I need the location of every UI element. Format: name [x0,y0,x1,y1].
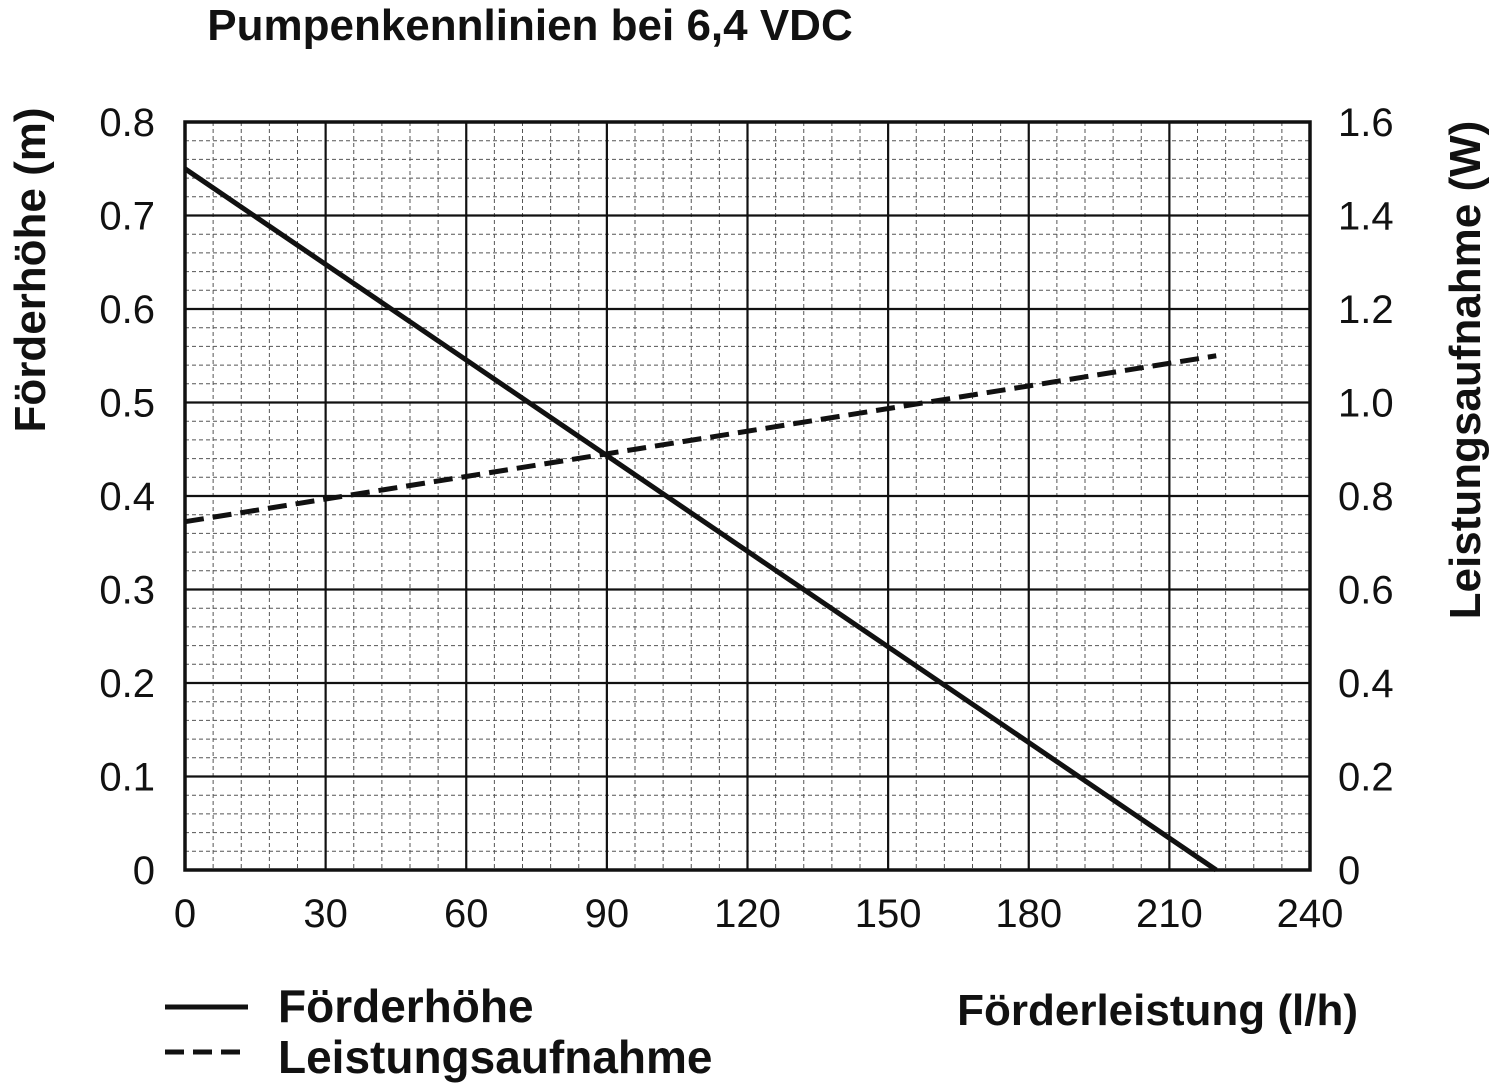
legend-label-foerderhoehe: Förderhöhe [278,980,534,1032]
right-tick-label: 1.6 [1338,101,1394,145]
series-layer [185,169,1216,870]
right-tick-label: 1.2 [1338,288,1394,332]
right-tick-label: 0.2 [1338,756,1394,800]
x-tick-label: 180 [995,892,1062,936]
x-axis-ticks: 0 30 60 90 120 150 180 210 240 [174,892,1344,936]
left-axis-label: Förderhöhe (m) [6,107,55,432]
left-tick-label: 0.1 [99,756,155,800]
right-axis-ticks: 0 0.2 0.4 0.6 0.8 1.0 1.2 1.4 1.6 [1338,101,1394,893]
left-tick-label: 0 [133,849,155,893]
left-tick-label: 0.7 [99,195,155,239]
legend: Förderhöhe Leistungsaufnahme [165,980,713,1083]
right-tick-label: 1.0 [1338,382,1394,426]
chart-title: Pumpenkennlinien bei 6,4 VDC [207,1,852,50]
x-tick-label: 0 [174,892,196,936]
right-tick-label: 1.4 [1338,195,1394,239]
series-line-foerderhoehe [185,169,1216,870]
left-axis-ticks: 0 0.1 0.2 0.3 0.4 0.5 0.6 0.7 0.8 [99,101,155,893]
right-tick-label: 0.8 [1338,475,1394,519]
legend-label-leistungsaufnahme: Leistungsaufnahme [278,1031,713,1083]
x-tick-label: 60 [444,892,489,936]
x-tick-label: 150 [855,892,922,936]
left-tick-label: 0.4 [99,475,155,519]
x-axis-label: Förderleistung (l/h) [957,986,1358,1035]
x-tick-label: 90 [585,892,630,936]
left-tick-label: 0.2 [99,662,155,706]
left-tick-label: 0.3 [99,569,155,613]
x-tick-label: 30 [303,892,348,936]
right-tick-label: 0 [1338,849,1360,893]
x-tick-label: 240 [1277,892,1344,936]
x-tick-label: 210 [1136,892,1203,936]
right-axis-label: Leistungsaufnahme (W) [1441,121,1490,620]
right-tick-label: 0.4 [1338,662,1394,706]
left-tick-label: 0.6 [99,288,155,332]
left-tick-label: 0.8 [99,101,155,145]
x-tick-label: 120 [714,892,781,936]
left-tick-label: 0.5 [99,382,155,426]
right-tick-label: 0.6 [1338,569,1394,613]
